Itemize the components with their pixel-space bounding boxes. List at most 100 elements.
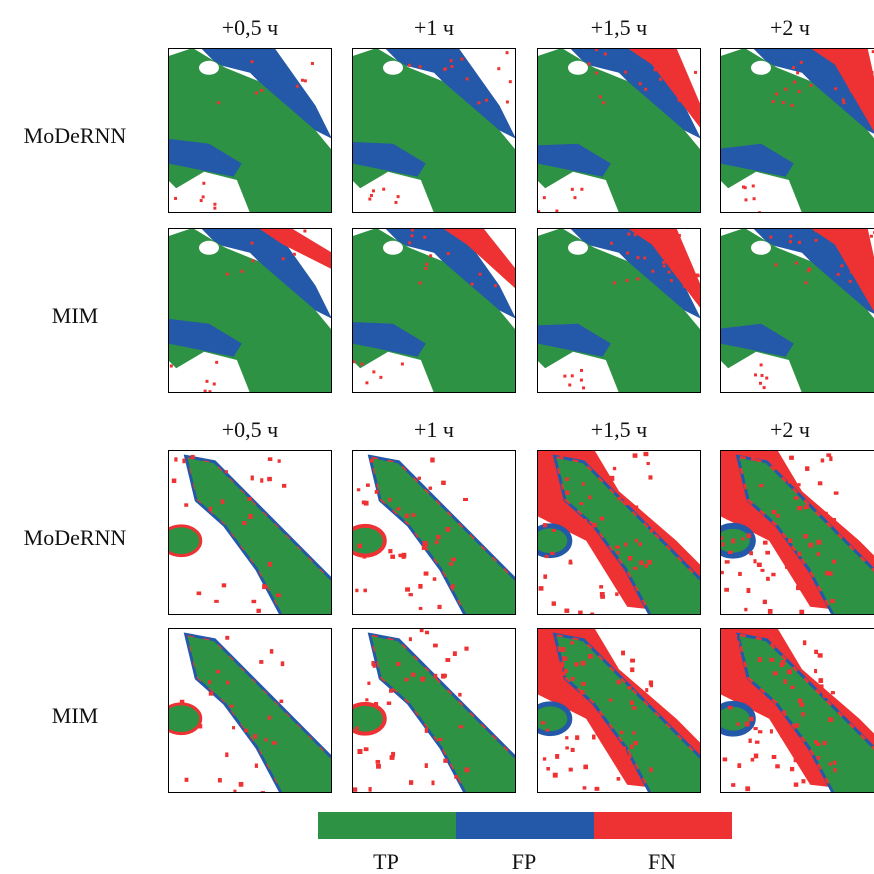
hole <box>199 61 219 75</box>
fn-speck <box>840 264 843 267</box>
fn-speck <box>609 699 612 702</box>
fn-speck <box>229 705 233 708</box>
fn-speck <box>751 758 755 762</box>
fn-speck <box>226 681 229 685</box>
fn-speck <box>446 527 451 532</box>
fn-speck <box>562 672 566 676</box>
fn-speck <box>837 273 840 276</box>
fn-speck <box>808 543 813 548</box>
fn-speck <box>751 457 756 461</box>
fn-speck <box>781 660 786 665</box>
fn-speck <box>253 734 257 739</box>
fn-speck <box>397 507 401 510</box>
fn-speck <box>722 487 726 492</box>
fn-speck <box>411 673 415 677</box>
fn-speck <box>571 677 575 681</box>
map-cell <box>530 450 701 617</box>
fn-speck <box>547 468 551 472</box>
fn-speck <box>668 63 671 66</box>
fn-speck <box>796 71 799 74</box>
fn-speck <box>741 537 744 540</box>
fn-speck <box>571 374 574 377</box>
fn-speck <box>650 529 654 533</box>
fn-speck <box>419 281 422 284</box>
fn-speck <box>451 558 456 562</box>
fn-speck <box>783 710 786 714</box>
fn-speck <box>816 756 820 760</box>
fn-speck <box>260 89 263 92</box>
column-header: +1 ч <box>414 417 454 442</box>
fn-speck <box>434 674 438 679</box>
fn-speck <box>797 572 802 576</box>
fn-speck <box>570 517 575 521</box>
fn-speck <box>870 71 873 74</box>
fn-speck <box>282 484 286 488</box>
fn-speck <box>185 778 189 782</box>
fn-speck <box>296 85 299 88</box>
fn-speck <box>609 476 614 481</box>
fn-speck <box>627 233 630 236</box>
fn-speck <box>251 242 254 245</box>
fn-speck <box>460 58 463 61</box>
fn-speck <box>617 497 621 501</box>
map-cell <box>352 228 518 393</box>
fn-speck <box>409 780 413 785</box>
legend-label: FP <box>512 849 536 874</box>
fn-speck <box>225 636 229 640</box>
fn-speck <box>602 101 605 104</box>
fn-speck <box>239 782 244 787</box>
fn-speck <box>172 478 177 483</box>
fn-speck <box>198 724 202 728</box>
fn-speck <box>562 631 565 635</box>
fn-speck <box>357 544 362 549</box>
fn-speck <box>767 704 770 709</box>
fn-speck <box>587 62 590 65</box>
fn-speck <box>796 585 801 590</box>
tp-blob <box>161 704 200 734</box>
fn-speck <box>218 778 222 782</box>
fn-speck <box>633 506 638 510</box>
fn-speck <box>828 717 833 722</box>
map-cell <box>537 228 701 393</box>
fn-speck <box>654 68 657 71</box>
fn-speck <box>803 640 806 645</box>
fn-speck <box>772 755 777 759</box>
fn-speck <box>248 514 252 519</box>
fn-speck <box>643 257 646 260</box>
fn-speck <box>255 764 258 768</box>
fn-speck <box>209 692 214 696</box>
fn-speck <box>450 59 453 62</box>
fn-speck <box>304 79 307 82</box>
fn-speck <box>565 477 569 481</box>
fn-speck <box>260 478 263 482</box>
fn-speck <box>862 262 865 265</box>
fn-speck <box>753 727 757 730</box>
fn-speck <box>772 510 777 514</box>
fn-speck <box>732 634 737 637</box>
fn-speck <box>425 728 428 733</box>
fn-speck <box>793 81 796 84</box>
fn-speck <box>580 379 583 382</box>
fn-speck <box>623 747 626 750</box>
fn-speck <box>850 270 853 273</box>
column-header: +2 ч <box>770 417 810 442</box>
fn-speck <box>425 631 429 635</box>
column-header: +0,5 ч <box>222 15 278 40</box>
fn-speck <box>553 469 557 472</box>
fn-speck <box>293 253 296 256</box>
fn-speck <box>787 669 792 674</box>
fn-speck <box>255 91 258 94</box>
fn-speck <box>558 680 562 685</box>
fn-speck <box>616 551 619 555</box>
fn-speck <box>789 456 794 460</box>
fn-speck <box>402 553 407 558</box>
fn-speck <box>184 503 188 506</box>
fn-speck <box>424 544 428 547</box>
fn-speck <box>805 585 809 590</box>
fn-speck <box>221 499 225 504</box>
fn-speck <box>798 90 801 93</box>
fn-speck <box>600 517 604 521</box>
fn-speck <box>725 560 730 563</box>
fn-speck <box>752 184 755 187</box>
fn-speck <box>560 455 563 459</box>
